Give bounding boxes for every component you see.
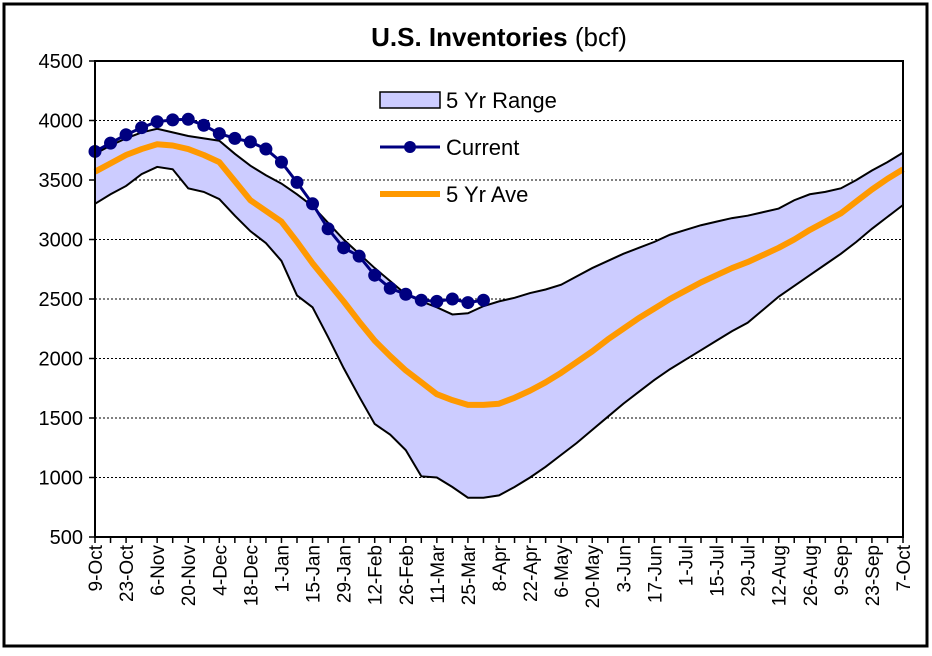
x-tick-label: 1-Jan — [272, 545, 293, 593]
x-tick-label: 29-Jan — [335, 545, 356, 603]
x-tick-label: 15-Jul — [708, 545, 729, 597]
legend-label: Current — [446, 135, 519, 160]
marker — [274, 155, 288, 169]
x-tick-label: 23-Oct — [117, 544, 138, 602]
range-low-line — [94, 165, 904, 499]
y-tick-label: 3500 — [39, 170, 84, 192]
x-tick-label: 11-Mar — [428, 544, 449, 603]
x-tick-label: 4-Dec — [210, 545, 231, 596]
marker — [445, 292, 459, 306]
marker — [181, 112, 195, 126]
marker — [135, 121, 149, 135]
marker — [383, 281, 397, 295]
x-tick-label: 9-Sep — [832, 545, 853, 596]
legend-label: 5 Yr Range — [446, 88, 557, 113]
series-line — [93, 141, 905, 408]
marker — [414, 293, 428, 307]
marker — [150, 115, 164, 129]
chart-title: U.S. Inventories (bcf) — [371, 22, 627, 52]
y-tick-label: 2500 — [39, 289, 84, 311]
x-tick-label: 12-Feb — [366, 545, 387, 605]
y-tick-label: 3000 — [39, 230, 84, 252]
y-tick-label: 500 — [50, 527, 83, 549]
x-tick-label: 8-Apr — [490, 544, 511, 591]
x-tick-label: 12-Aug — [770, 545, 791, 606]
marker — [352, 249, 366, 263]
x-tick-label: 17-Jun — [645, 545, 666, 603]
x-tick-label: 6-May — [552, 545, 573, 598]
title-main: U.S. Inventories — [371, 22, 568, 52]
y-tick-label: 4500 — [39, 51, 84, 73]
marker — [306, 197, 320, 211]
x-tick-label: 25-Mar — [459, 544, 480, 605]
legend-marker — [404, 141, 416, 153]
legend-label: 5 Yr Ave — [446, 182, 528, 207]
x-tick-label: 26-Feb — [397, 545, 418, 605]
x-tick-label: 7-Oct — [894, 544, 915, 591]
x-tick-label: 20-May — [583, 545, 604, 609]
marker — [290, 175, 304, 189]
marker — [197, 118, 211, 132]
marker — [321, 222, 335, 236]
x-tick-label: 20-Nov — [179, 545, 200, 607]
x-tick-label: 3-Jun — [614, 545, 635, 593]
marker — [228, 131, 242, 145]
marker — [104, 136, 118, 150]
title-unit: (bcf) — [575, 22, 627, 52]
marker — [461, 296, 475, 310]
marker — [430, 294, 444, 308]
marker — [476, 293, 490, 307]
marker — [212, 127, 226, 141]
y-tick-label: 1500 — [39, 408, 84, 430]
y-tick-label: 4000 — [39, 111, 84, 133]
y-tick-label: 2000 — [39, 349, 84, 371]
marker — [399, 287, 413, 301]
plot-border — [94, 60, 904, 538]
x-tick-label: 22-Apr — [521, 544, 542, 602]
marker — [259, 142, 273, 156]
x-tick-label: 26-Aug — [801, 545, 822, 606]
marker — [368, 268, 382, 282]
x-tick-label: 1-Jul — [676, 545, 697, 586]
marker — [166, 113, 180, 127]
y-tick-label: 1000 — [39, 468, 84, 490]
x-tick-label: 6-Nov — [148, 545, 169, 596]
x-tick-label: 18-Dec — [241, 545, 262, 606]
x-tick-label: 9-Oct — [86, 544, 107, 591]
range-high-line — [94, 127, 904, 316]
marker — [337, 241, 351, 255]
marker — [119, 128, 133, 142]
x-tick-label: 15-Jan — [304, 545, 325, 603]
legend-swatch — [379, 91, 441, 109]
range-area — [95, 128, 903, 498]
x-tick-label: 23-Sep — [863, 545, 884, 606]
x-tick-label: 29-Jul — [739, 545, 760, 597]
marker — [243, 135, 257, 149]
